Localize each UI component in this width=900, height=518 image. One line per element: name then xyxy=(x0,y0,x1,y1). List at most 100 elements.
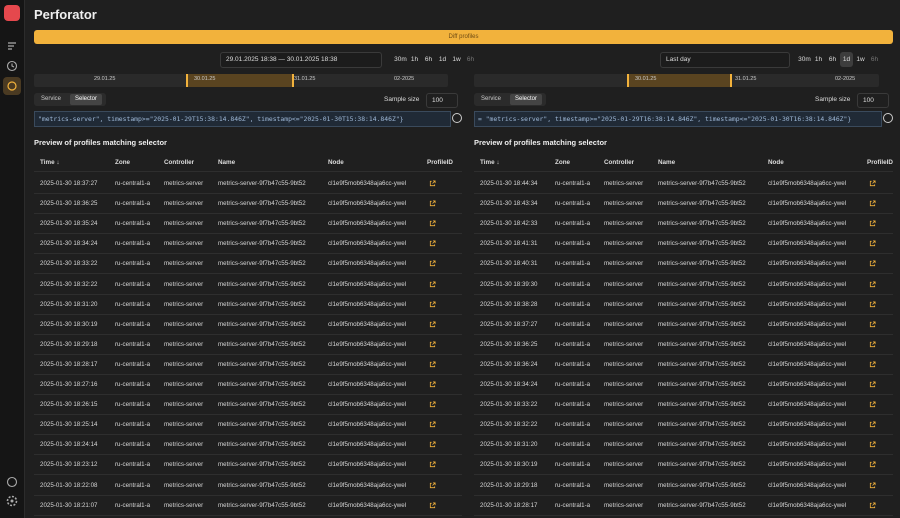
sidebar xyxy=(0,0,25,518)
table-cell: ru-central1-a xyxy=(555,481,591,489)
profile-link[interactable] xyxy=(429,381,436,388)
table-cell: cl1e9f5mob6348aja6cc-ywel xyxy=(768,320,847,328)
tab[interactable]: Selector xyxy=(510,94,543,105)
profile-link[interactable] xyxy=(429,502,436,509)
timeline-label: 02-2025 xyxy=(394,76,415,82)
selector-query[interactable]: = "metrics-server", timestamp>="2025-01-… xyxy=(474,111,882,127)
menu-icon[interactable] xyxy=(4,38,20,54)
table-cell: metrics-server-9f7b47c55-9bt52 xyxy=(658,320,746,328)
row-separator xyxy=(474,454,893,456)
table-cell: 2025-01-30 18:30:19 xyxy=(480,461,538,469)
timeline-selection[interactable] xyxy=(627,74,732,87)
table-cell: metrics-server-9f7b47c55-9bt52 xyxy=(218,260,306,268)
profile-link[interactable] xyxy=(429,461,436,468)
profile-link[interactable] xyxy=(429,220,436,227)
column-header: Node xyxy=(328,159,344,166)
table-cell: cl1e9f5mob6348aja6cc-ywel xyxy=(328,381,407,388)
profile-link[interactable] xyxy=(869,260,876,267)
time-preset[interactable]: 6h xyxy=(870,56,879,63)
profile-link[interactable] xyxy=(429,481,436,489)
row-separator xyxy=(474,233,893,235)
table-cell: metrics-server xyxy=(164,260,204,268)
profile-link[interactable] xyxy=(869,361,876,368)
profile-link[interactable] xyxy=(869,341,876,348)
table-cell: ru-central1-a xyxy=(115,300,151,308)
time-preset[interactable]: 30m xyxy=(798,56,811,63)
time-preset[interactable]: 6h xyxy=(424,56,433,63)
time-preset[interactable]: 1d xyxy=(840,52,853,67)
profile-link[interactable] xyxy=(429,441,436,448)
settings-icon[interactable] xyxy=(4,493,20,509)
time-preset[interactable]: 1w xyxy=(452,56,461,63)
table-cell: ru-central1-a xyxy=(555,501,591,509)
table-cell: cl1e9f5mob6348aja6cc-ywel xyxy=(328,360,407,368)
table-cell: cl1e9f5mob6348aja6cc-ywel xyxy=(768,340,847,348)
row-separator xyxy=(34,233,462,235)
time-preset[interactable]: 1h xyxy=(410,56,419,63)
profile-link[interactable] xyxy=(429,200,436,207)
sample-size-select[interactable]: 100 xyxy=(426,93,458,108)
profile-link[interactable] xyxy=(869,441,876,448)
tab[interactable]: Service xyxy=(481,96,502,102)
time-preset[interactable]: 6h xyxy=(828,56,837,63)
profile-link[interactable] xyxy=(429,341,436,348)
profile-link[interactable] xyxy=(429,301,436,308)
table-cell: 2025-01-30 18:30:19 xyxy=(40,320,98,328)
row-separator xyxy=(474,193,893,194)
date-range[interactable]: Last day xyxy=(660,52,790,68)
column-header[interactable]: Time ↓ xyxy=(480,159,500,166)
profile-link[interactable] xyxy=(429,180,436,187)
profile-link[interactable] xyxy=(429,401,436,408)
tab[interactable]: Service xyxy=(41,96,62,102)
time-preset[interactable]: 1h xyxy=(814,56,823,63)
table-cell: metrics-server-9f7b47c55-9bt52 xyxy=(218,421,306,429)
time-preset[interactable]: 1d xyxy=(438,56,447,63)
table-cell: cl1e9f5mob6348aja6cc-ywel xyxy=(768,401,847,409)
row-separator xyxy=(474,333,893,335)
time-preset[interactable]: 6h xyxy=(466,56,475,63)
table-cell: 2025-01-30 18:36:25 xyxy=(40,200,98,208)
profile-link[interactable] xyxy=(869,200,876,207)
profile-link[interactable] xyxy=(869,180,876,187)
timeline-selection[interactable] xyxy=(186,74,294,87)
profile-link[interactable] xyxy=(869,321,876,328)
table-cell: 2025-01-30 18:31:20 xyxy=(480,441,538,449)
profile-link[interactable] xyxy=(869,461,876,468)
selector-query[interactable]: "metrics-server", timestamp>="2025-01-29… xyxy=(34,111,451,127)
help-icon[interactable] xyxy=(883,113,893,123)
sample-size-select[interactable]: 100 xyxy=(857,93,889,108)
row-separator xyxy=(34,394,462,395)
table-cell: metrics-server xyxy=(604,401,644,409)
table-cell: metrics-server-9f7b47c55-9bt52 xyxy=(218,481,306,489)
help-icon[interactable] xyxy=(4,474,20,490)
table-cell: ru-central1-a xyxy=(115,220,151,228)
profile-link[interactable] xyxy=(429,280,436,288)
profile-link[interactable] xyxy=(429,260,436,267)
active-nav[interactable] xyxy=(3,77,21,95)
date-range[interactable]: 29.01.2025 18:38 — 30.01.2025 18:38 xyxy=(220,52,382,68)
profile-link[interactable] xyxy=(429,361,436,368)
profile-link[interactable] xyxy=(869,502,876,509)
profile-link[interactable] xyxy=(429,321,436,328)
profile-link[interactable] xyxy=(869,220,876,227)
time-preset[interactable]: 1w xyxy=(856,56,865,63)
profile-link[interactable] xyxy=(429,421,436,428)
profile-link[interactable] xyxy=(869,280,876,288)
row-separator xyxy=(34,273,462,275)
table-cell: metrics-server-9f7b47c55-9bt52 xyxy=(218,320,306,328)
table-cell: 2025-01-30 18:34:24 xyxy=(40,240,98,248)
history-icon[interactable] xyxy=(4,58,20,74)
profile-link[interactable] xyxy=(429,240,436,247)
tab[interactable]: Selector xyxy=(70,94,103,105)
help-icon[interactable] xyxy=(452,113,462,123)
profile-link[interactable] xyxy=(869,481,876,489)
column-header[interactable]: Time ↓ xyxy=(40,159,60,166)
profile-link[interactable] xyxy=(869,421,876,428)
profile-link[interactable] xyxy=(869,401,876,408)
diff-button[interactable]: Diff profiles xyxy=(34,30,893,44)
logo[interactable] xyxy=(4,5,20,21)
profile-link[interactable] xyxy=(869,240,876,247)
profile-link[interactable] xyxy=(869,301,876,308)
profile-link[interactable] xyxy=(869,381,876,388)
time-preset[interactable]: 30m xyxy=(394,56,407,63)
